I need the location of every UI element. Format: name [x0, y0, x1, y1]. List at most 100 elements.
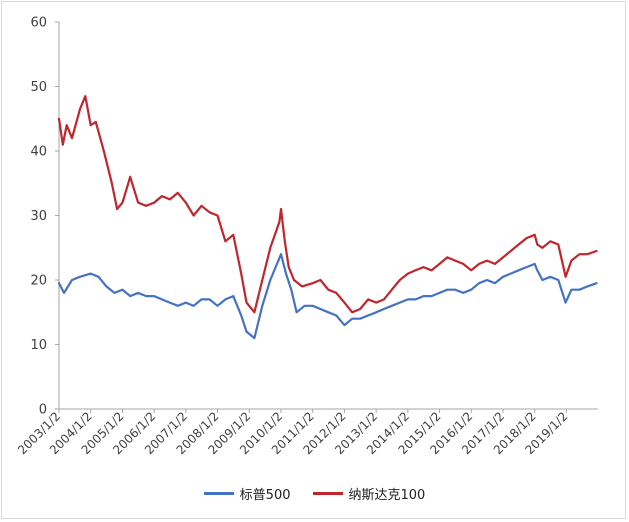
series-1-point — [595, 250, 598, 252]
series-1-point — [430, 269, 433, 272]
series-1-point — [536, 243, 539, 246]
series-1-point — [200, 205, 203, 207]
series-0-point — [79, 276, 81, 278]
series-0-point — [430, 295, 433, 297]
series-0-point — [470, 288, 473, 291]
series-1-point — [216, 214, 219, 217]
series-0-point — [185, 301, 187, 304]
series-0-point — [121, 288, 124, 291]
series-0-point — [253, 337, 256, 339]
series-0-point — [113, 292, 116, 294]
series-1-point — [578, 253, 581, 255]
series-1-point — [240, 272, 242, 275]
series-1-point — [65, 124, 68, 126]
series-1-point — [111, 182, 113, 184]
series-1-point — [62, 143, 64, 146]
series-0-point — [240, 314, 242, 317]
y-tick-label: 10 — [30, 338, 47, 353]
series-0-point — [351, 317, 354, 320]
series-1-point — [391, 288, 393, 291]
series-0-point — [549, 276, 552, 278]
series-1-point — [95, 121, 97, 123]
series-1-point — [454, 259, 457, 262]
series-1-point — [116, 208, 118, 210]
series-0-point — [438, 292, 441, 294]
series-1-point — [103, 150, 105, 152]
legend-item-sp500: 标普500 — [203, 484, 291, 503]
series-0-point — [97, 276, 100, 278]
series-1-point — [509, 250, 512, 252]
series-0-point — [129, 295, 131, 297]
series-1-point — [145, 205, 147, 207]
series-1-point — [137, 201, 139, 204]
series-0-point — [343, 324, 346, 326]
series-0-point — [494, 282, 496, 285]
series-1-point — [169, 198, 171, 201]
series-1-point — [327, 288, 330, 291]
series-0-point — [399, 301, 401, 304]
series-0-point — [105, 285, 108, 288]
series-1-point — [232, 234, 235, 236]
series-1-point — [58, 118, 60, 120]
series-1-point — [422, 266, 425, 268]
series-1-point — [533, 234, 536, 236]
series-1-point — [570, 259, 573, 262]
series-1-point — [478, 263, 480, 265]
series-0-point — [153, 295, 155, 297]
y-tick-label: 40 — [30, 145, 47, 160]
series-0-point — [391, 305, 393, 307]
series-1-point — [462, 263, 465, 265]
series-1-point — [301, 285, 303, 288]
series-0-point — [280, 253, 282, 255]
series-0-point — [224, 298, 227, 301]
series-0-point — [295, 311, 298, 314]
series-line-1 — [57, 95, 598, 314]
series-0-point — [63, 292, 65, 294]
series-1-point — [71, 137, 73, 139]
series-1-point — [407, 272, 409, 275]
series-0-point — [446, 288, 449, 291]
series-0-point — [541, 279, 544, 281]
series-1-point — [335, 292, 338, 294]
legend: 标普500 纳斯达克100 — [0, 484, 629, 503]
series-1-point — [343, 301, 346, 304]
legend-label-sp500: 标普500 — [239, 488, 291, 503]
series-1-point — [351, 311, 354, 314]
series-1-point — [525, 237, 528, 239]
series-0-point — [509, 272, 512, 275]
series-1-point — [177, 192, 179, 194]
series-0-point — [557, 279, 560, 281]
series-1-point — [293, 279, 295, 281]
legend-label-nasdaq100: 纳斯达克100 — [348, 488, 426, 503]
series-0-point — [216, 305, 219, 307]
series-0-point — [137, 292, 139, 294]
series-0-point — [536, 269, 539, 272]
series-1-point — [161, 195, 163, 197]
series-1-point — [470, 269, 473, 272]
series-0-point — [269, 279, 272, 281]
series-1-point — [224, 240, 227, 243]
series-0-point — [502, 276, 504, 278]
series-0-point — [595, 282, 598, 285]
series-1-point — [287, 266, 290, 268]
legend-swatch-sp500 — [203, 492, 234, 495]
series-1-point — [549, 240, 552, 243]
series-0-point — [145, 295, 147, 297]
series-0-point — [245, 330, 248, 333]
series-1-point — [253, 311, 256, 314]
series-1-point — [185, 201, 187, 204]
series-0-point — [586, 285, 589, 288]
series-0-point — [327, 311, 330, 314]
series-0-point — [285, 272, 287, 275]
series-1-point — [192, 214, 195, 217]
y-tick-label: 20 — [30, 274, 47, 289]
series-0-point — [517, 269, 520, 272]
series-0-point — [261, 305, 264, 307]
series-0-point — [192, 305, 195, 307]
series-1-point — [311, 282, 314, 285]
series-1-point — [278, 221, 281, 223]
series-0-point — [533, 263, 536, 265]
series-0-point — [200, 298, 203, 301]
series-0-point — [525, 266, 528, 268]
